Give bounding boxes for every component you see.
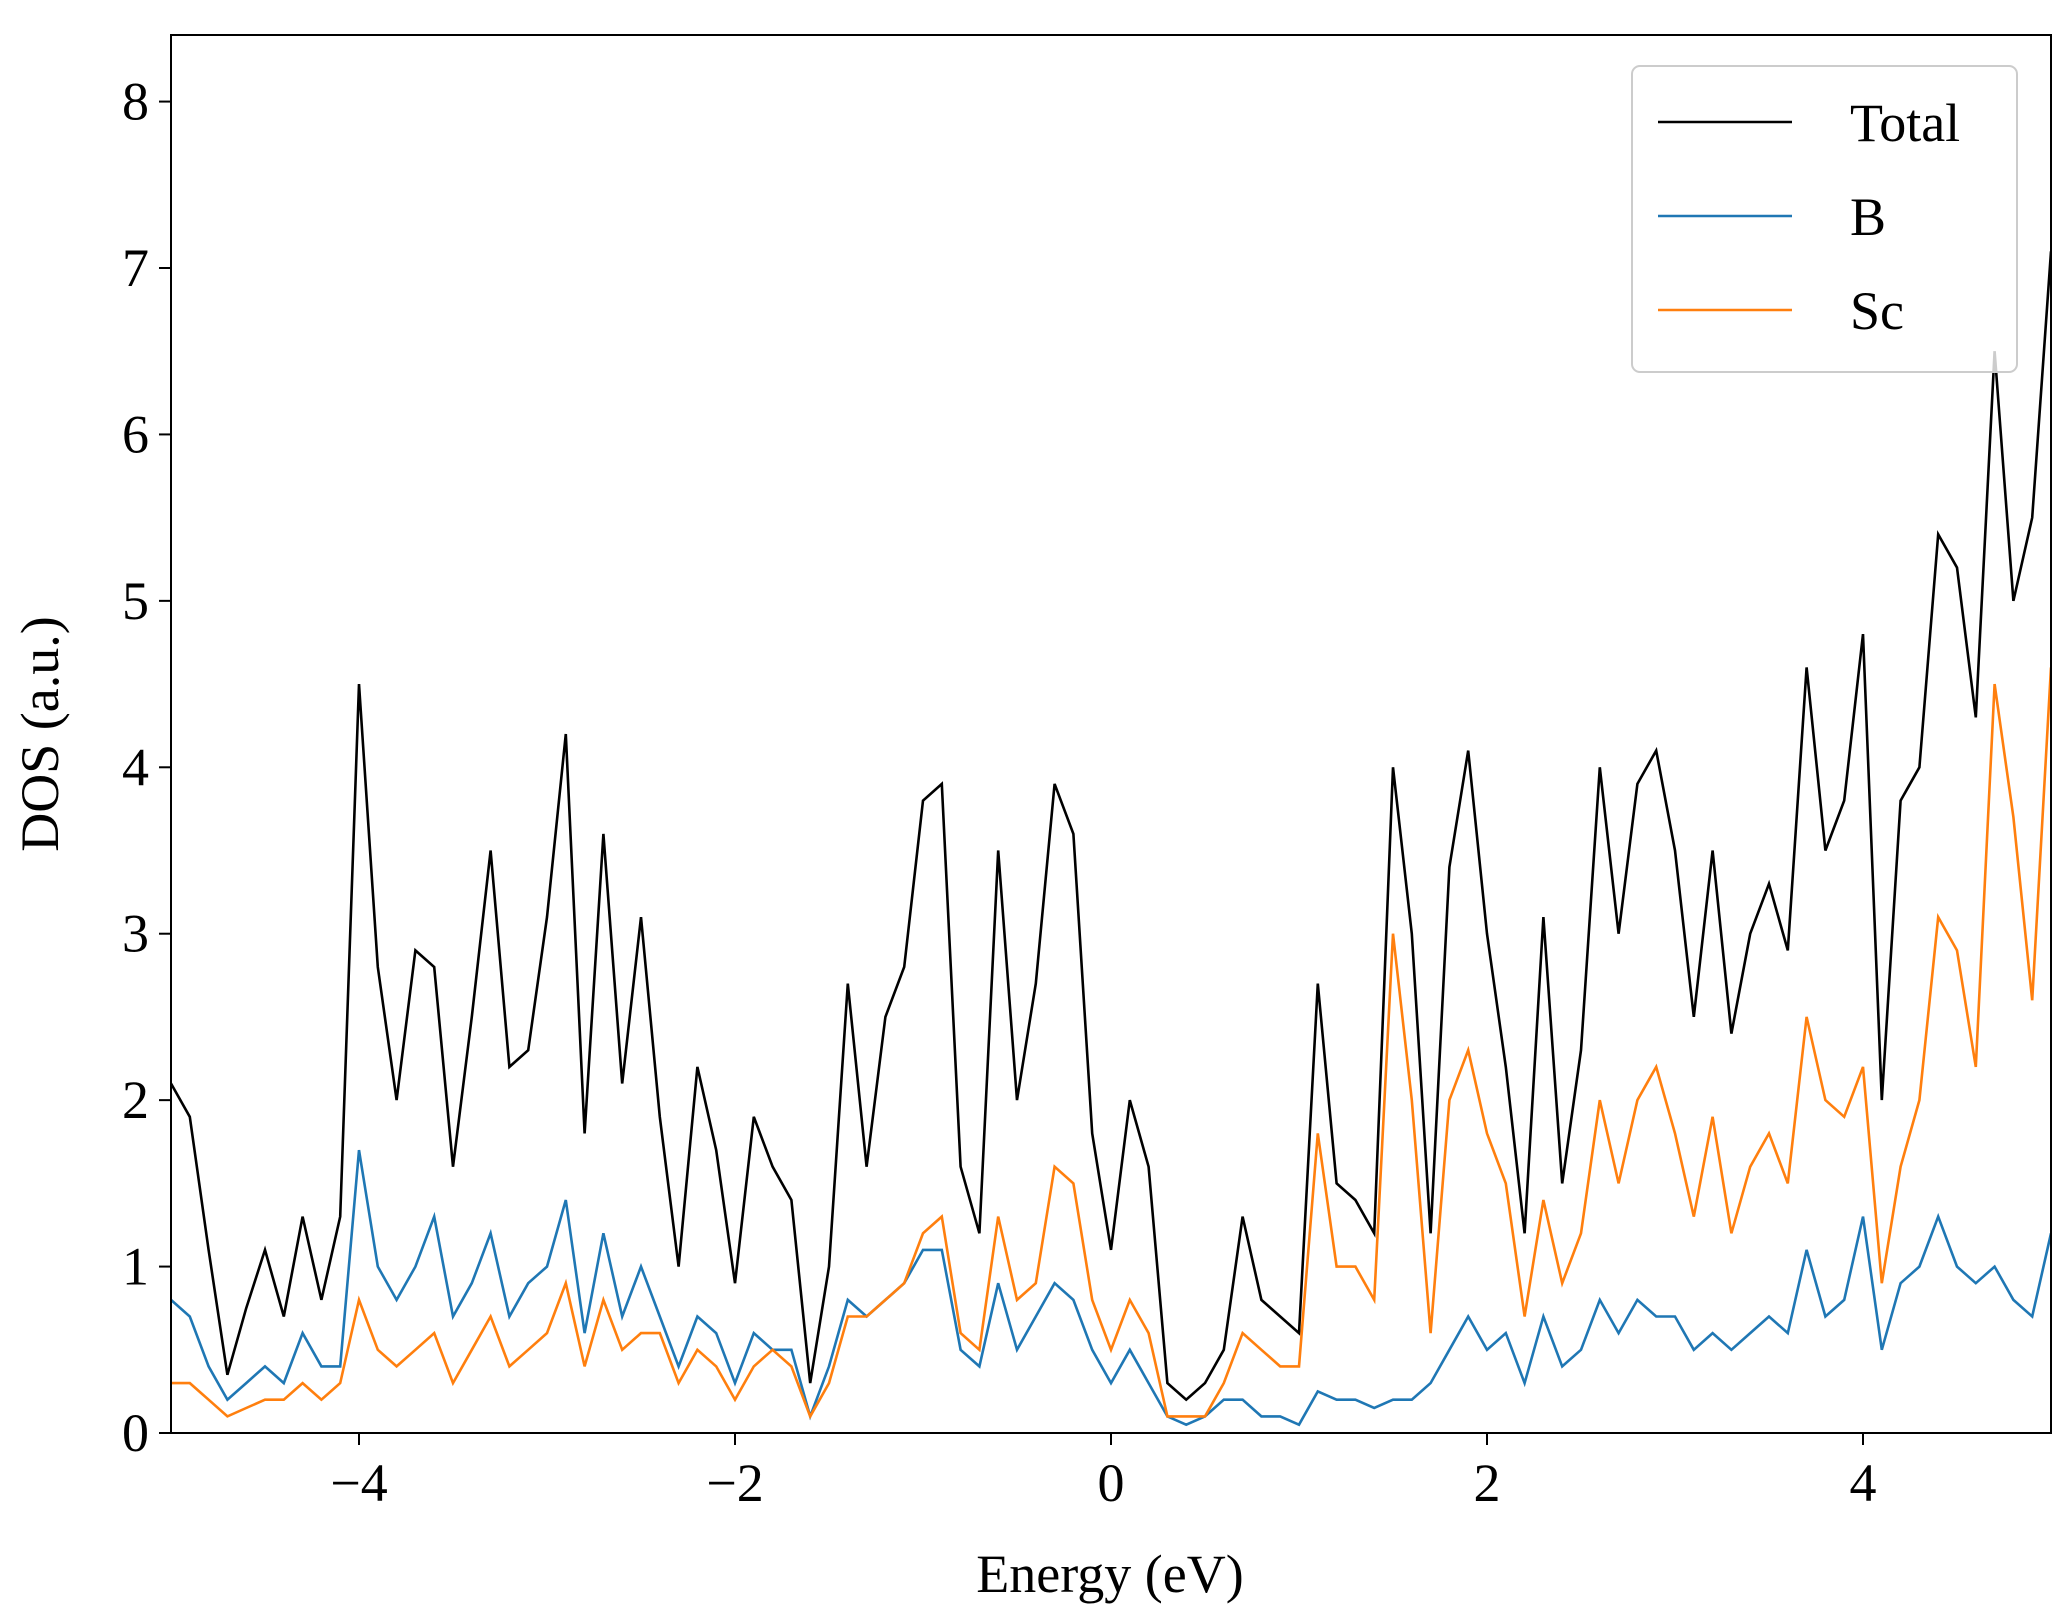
plot-frame [170,34,2052,1434]
legend-label: B [1850,187,1886,247]
legend-label: Total [1850,93,1960,153]
series-line [171,667,2051,1420]
y-tick-label: 7 [122,238,149,298]
x-tick-label: 4 [1850,1453,1877,1513]
x-tick-label: 0 [1098,1453,1125,1513]
y-tick-label: 5 [122,571,149,631]
series-line [171,251,2051,1402]
y-axis-label: DOS (a.u.) [10,616,70,851]
x-tick-label: 2 [1474,1453,1501,1513]
y-tick-label: 2 [122,1070,149,1130]
y-tick-label: 1 [122,1237,149,1297]
series-line [171,1149,2051,1427]
y-tick-label: 3 [122,904,149,964]
x-tick-label: −2 [706,1453,763,1513]
x-tick-label: −4 [330,1453,387,1513]
y-tick-label: 6 [122,404,149,464]
legend-box [1631,65,2018,373]
x-axis-label: Energy (eV) [976,1544,1243,1604]
y-tick-label: 8 [122,72,149,132]
y-tick-label: 4 [122,737,149,797]
legend-label: Sc [1850,281,1904,341]
y-tick-label: 0 [122,1403,149,1463]
